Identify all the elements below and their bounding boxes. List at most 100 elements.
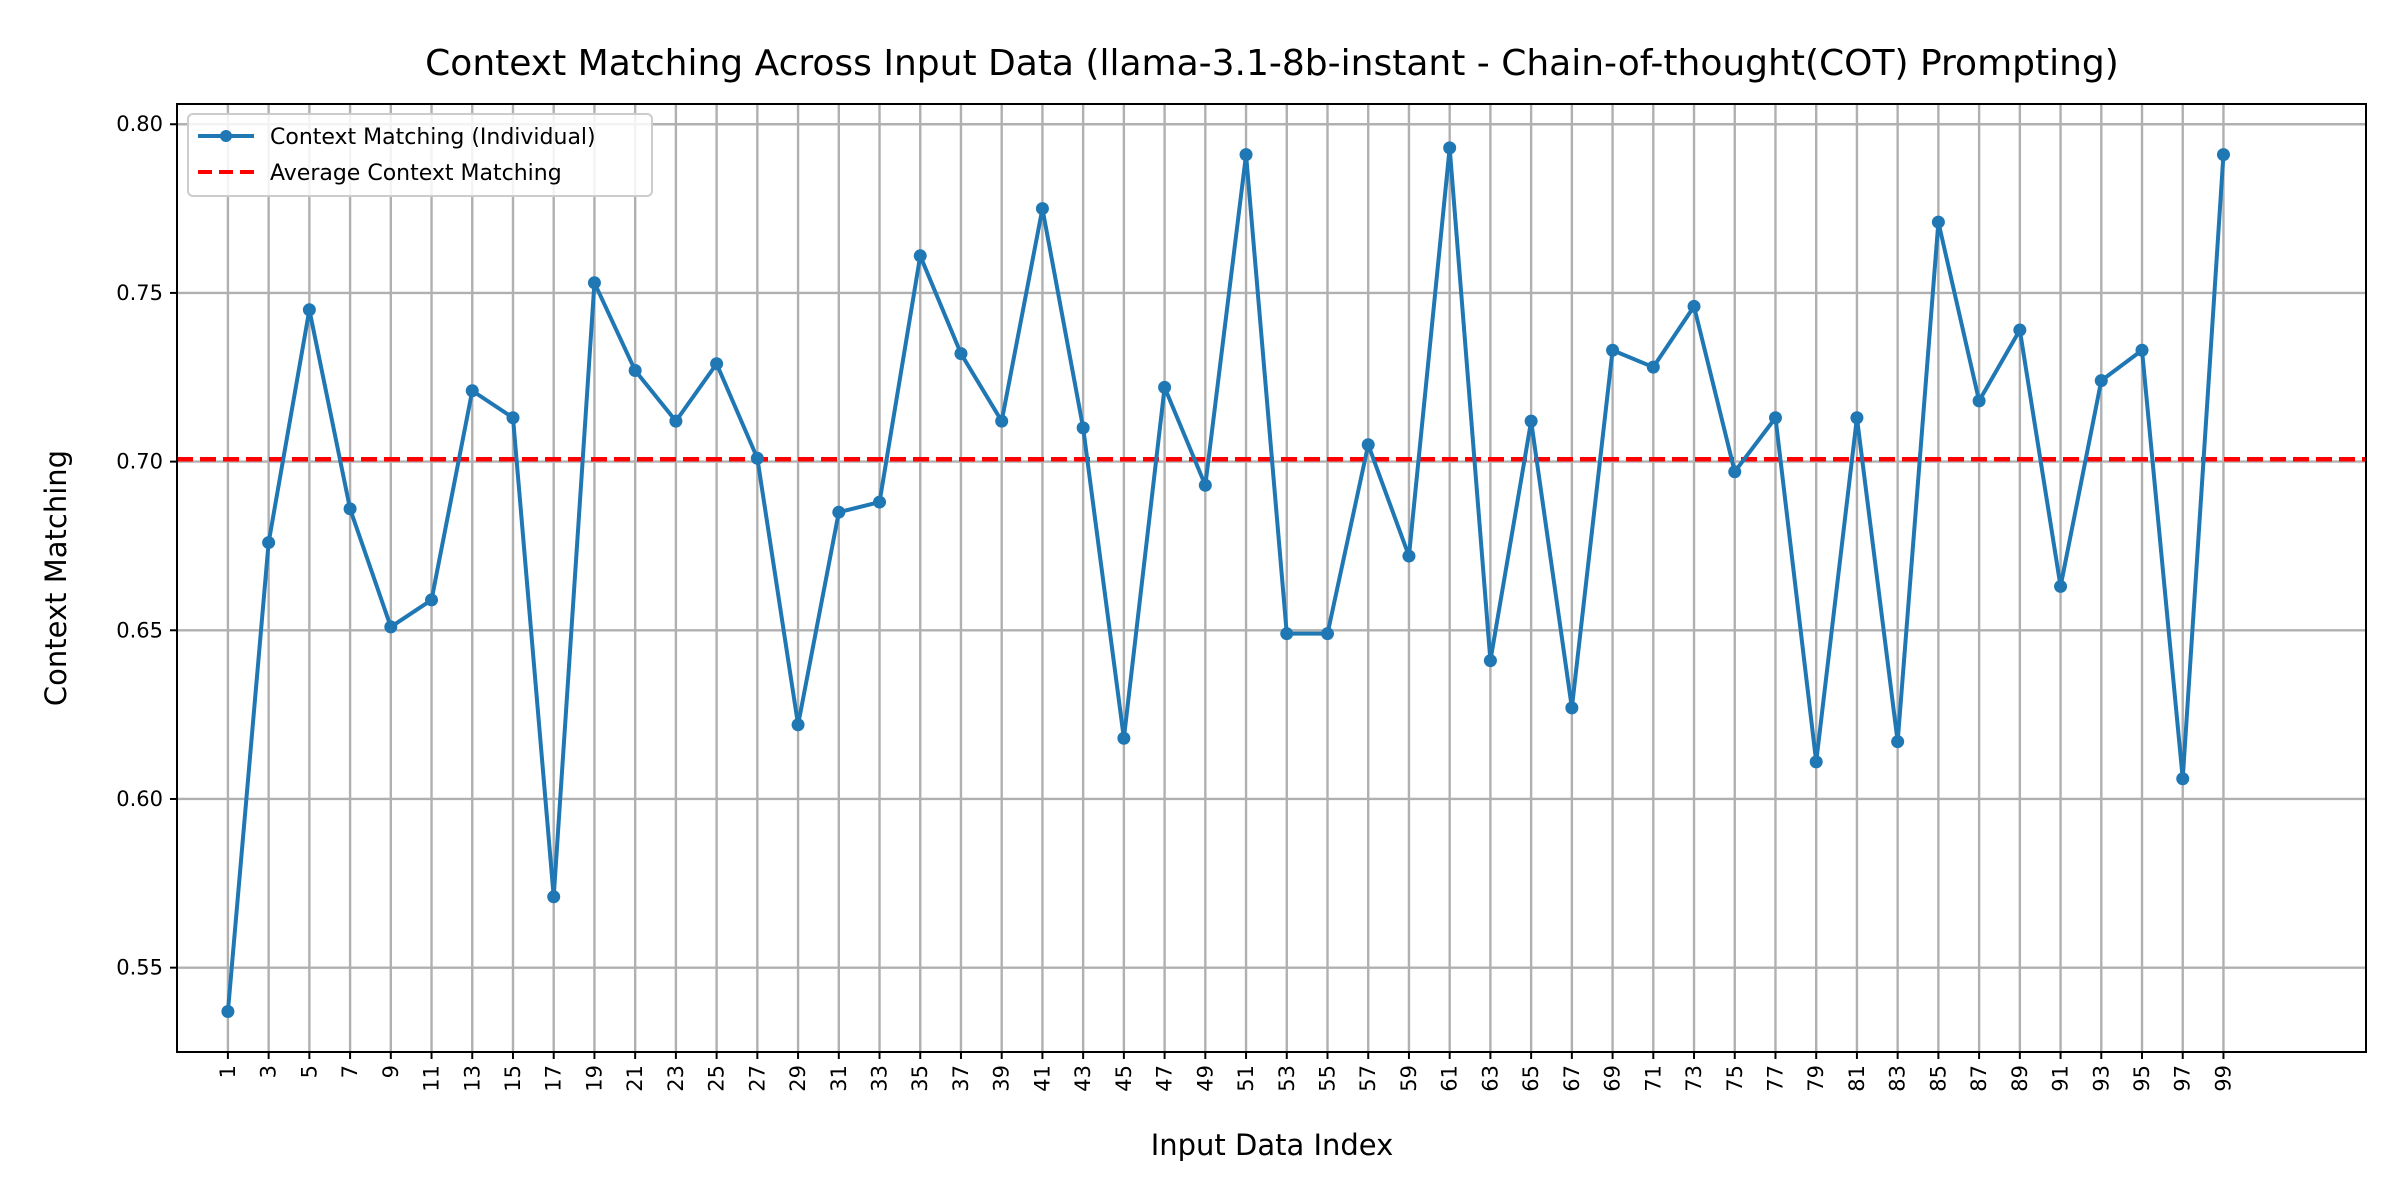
x-tick-label: 39 [990,1065,1014,1092]
plot-frame [176,103,2367,1053]
data-point [221,1005,235,1019]
legend-marker-individual [220,130,232,142]
x-tick-label: 53 [1275,1065,1299,1092]
series-lines [225,145,2226,1012]
data-point [1768,411,1782,425]
data-point [2216,148,2230,162]
data-point [1891,735,1905,749]
data-point [2054,579,2068,593]
y-tick-label: 0.75 [116,281,163,305]
data-point [1850,411,1864,425]
x-tick-label: 9 [379,1065,403,1078]
data-point [2135,343,2149,357]
x-tick-label: 71 [1641,1065,1665,1092]
x-tick-label: 81 [1845,1065,1869,1092]
data-point [1198,478,1212,492]
x-tick-label: 77 [1763,1065,1787,1092]
x-tick-label: 25 [705,1065,729,1092]
data-point [628,364,642,378]
data-point [1076,421,1090,435]
x-tick-label: 65 [1519,1065,1543,1092]
data-point [1483,654,1497,668]
data-point [506,411,520,425]
x-tick-label: 1 [216,1065,240,1078]
x-tick-label: 87 [1967,1065,1991,1092]
x-tick-label: 33 [868,1065,892,1092]
legend-label-average: Average Context Matching [270,161,562,186]
x-tick-label: 61 [1438,1065,1462,1092]
data-point [547,890,561,904]
data-point [1565,701,1579,715]
x-tick-label: 99 [2211,1065,2235,1092]
x-tick-label: 3 [257,1065,281,1078]
data-point [873,495,887,509]
x-tick-label: 83 [1886,1065,1910,1092]
x-tick-label: 21 [623,1065,647,1092]
x-axis-ticks: 1 3 5 7 9 11 13 15 17 19 21 23 25 27 29 31 33 35 37 39 41 43 4… [216,1052,2235,1092]
x-tick-label: 57 [1356,1065,1380,1092]
data-point [1239,148,1253,162]
x-tick-label: 89 [2008,1065,2032,1092]
x-tick-label: 79 [1804,1065,1828,1092]
x-tick-label: 15 [501,1065,525,1092]
x-tick-label: 31 [827,1065,851,1092]
x-tick-label: 49 [1193,1065,1217,1092]
data-point [587,276,601,290]
data-point [2094,374,2108,388]
data-point [425,593,439,607]
x-tick-label: 91 [2049,1065,2073,1092]
data-point [913,249,927,263]
x-tick-label: 69 [1601,1065,1625,1092]
x-tick-label: 73 [1682,1065,1706,1092]
x-tick-label: 59 [1397,1065,1421,1092]
x-tick-label: 63 [1478,1065,1502,1092]
series-points [221,141,2230,1019]
data-point [1524,414,1538,428]
x-tick-label: 45 [1112,1065,1136,1092]
x-tick-label: 17 [542,1065,566,1092]
data-point [954,347,968,361]
data-point [1809,755,1823,769]
data-point [750,451,764,465]
y-tick-label: 0.65 [116,618,163,642]
y-axis-label: Context Matching [39,450,73,706]
data-point [1035,202,1049,216]
data-point [1321,627,1334,641]
data-point [1687,299,1701,313]
x-tick-label: 19 [582,1065,606,1092]
legend: Context Matching (Individual) Average Co… [187,113,653,197]
x-tick-label: 67 [1560,1065,1584,1092]
x-tick-label: 5 [297,1065,321,1078]
y-tick-label: 0.60 [116,787,163,811]
data-point [1606,343,1620,357]
data-point [1361,438,1375,452]
data-point [2176,772,2190,786]
data-point [1646,360,1660,374]
y-tick-label: 0.55 [116,956,163,980]
data-point [669,414,683,428]
x-tick-label: 23 [664,1065,688,1092]
x-tick-label: 97 [2171,1065,2195,1092]
data-point [343,502,357,516]
data-point [384,620,398,634]
data-point [1972,394,1986,408]
x-tick-label: 93 [2089,1065,2113,1092]
x-tick-label: 11 [420,1065,444,1092]
data-point [262,536,276,550]
y-axis-ticks: 0.55 0.60 0.65 0.70 0.75 0.80 [116,112,177,980]
data-point [2013,323,2027,337]
x-tick-label: 27 [745,1065,769,1092]
data-point [1728,465,1742,479]
legend-label-individual: Context Matching (Individual) [270,125,596,150]
x-axis-label: Input Data Index [1151,1128,1394,1162]
x-tick-label: 41 [1030,1065,1054,1092]
data-point [832,505,846,519]
x-tick-label: 37 [949,1065,973,1092]
data-point [1158,380,1172,394]
data-point [995,414,1009,428]
x-tick-label: 75 [1723,1065,1747,1092]
x-grid [226,104,2225,1052]
x-tick-label: 7 [338,1065,362,1078]
